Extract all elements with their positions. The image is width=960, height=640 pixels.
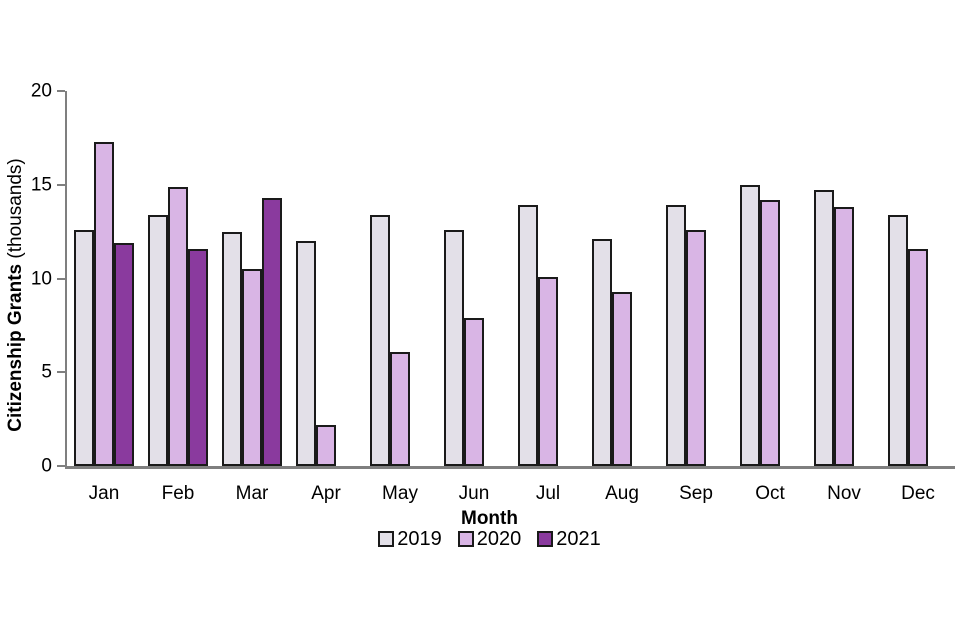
bar-2020-jun	[464, 317, 484, 466]
y-tick-label: 10	[30, 268, 52, 289]
bar-2020-feb	[168, 186, 188, 466]
x-tick-label-feb: Feb	[161, 483, 195, 504]
x-axis-title: Month	[461, 508, 518, 529]
bar-2019-may	[370, 214, 390, 466]
bar-2021-mar	[262, 197, 282, 466]
bar-2020-sep	[686, 229, 706, 466]
legend-item-2020: 2020	[457, 528, 522, 550]
y-tick-mark	[57, 371, 65, 374]
x-tick-label-mar: Mar	[235, 483, 269, 504]
bar-2020-dec	[908, 248, 928, 466]
bar-2019-jul	[518, 205, 538, 466]
bar-2019-sep	[666, 205, 686, 466]
x-tick-label-dec: Dec	[901, 483, 935, 504]
y-tick-label: 5	[41, 361, 52, 383]
y-tick-mark	[57, 277, 65, 280]
x-axis-line	[65, 466, 955, 469]
legend-item-2019: 2019	[378, 529, 442, 549]
bar-2020-aug	[612, 291, 632, 466]
y-tick-mark	[57, 90, 65, 92]
x-tick-label-nov: Nov	[827, 483, 861, 504]
bar-2020-nov	[834, 207, 854, 466]
bar-2020-jan	[94, 141, 114, 466]
bar-2019-jun	[444, 229, 464, 466]
bar-2021-jan	[114, 242, 134, 466]
bar-2019-mar	[222, 231, 242, 466]
x-tick-label-jan: Jan	[88, 483, 120, 504]
legend-swatch-2019	[378, 531, 395, 547]
y-tick-label: 20	[30, 80, 52, 102]
x-tick-label-oct: Oct	[755, 483, 785, 504]
x-tick-label-jun: Jun	[458, 483, 490, 504]
bar-2019-oct	[740, 184, 760, 466]
x-tick-label-sep: Sep	[679, 483, 713, 504]
legend-label-2021: 2021	[556, 528, 601, 550]
legend-swatch-2020	[457, 531, 474, 547]
bar-2020-mar	[242, 269, 262, 466]
x-tick-label-jul: Jul	[535, 483, 561, 504]
y-axis-title: Citizenship Grants (thousands)	[5, 158, 27, 431]
legend-label-2020: 2020	[476, 528, 522, 550]
legend: 2019 2020 2021	[67, 529, 912, 549]
legend-swatch-2021	[537, 531, 554, 547]
y-tick-label: 15	[30, 174, 52, 196]
x-tick-label-aug: Aug	[605, 483, 639, 504]
bar-2019-nov	[814, 190, 834, 466]
bar-2021-feb	[188, 248, 208, 466]
x-tick-label-apr: Apr	[311, 483, 341, 504]
bar-2019-jan	[74, 229, 94, 466]
bar-2020-apr	[316, 424, 336, 466]
bar-2020-jul	[538, 276, 558, 466]
bar-2019-aug	[592, 239, 612, 466]
x-tick-label-may: May	[382, 483, 418, 504]
y-axis-line	[65, 91, 67, 468]
y-axis-title-unit: (thousands)	[5, 158, 26, 264]
bar-2020-oct	[760, 199, 780, 466]
y-tick-label: 0	[41, 455, 52, 477]
bar-2020-may	[390, 351, 410, 466]
legend-label-2019: 2019	[397, 528, 442, 550]
legend-item-2021: 2021	[537, 529, 601, 549]
bar-2019-feb	[148, 214, 168, 466]
bar-2019-dec	[888, 214, 908, 466]
y-tick-mark	[57, 465, 65, 467]
y-tick-mark	[57, 183, 65, 186]
y-axis-title-main: Citizenship Grants	[5, 263, 26, 432]
bar-2019-apr	[296, 241, 316, 466]
